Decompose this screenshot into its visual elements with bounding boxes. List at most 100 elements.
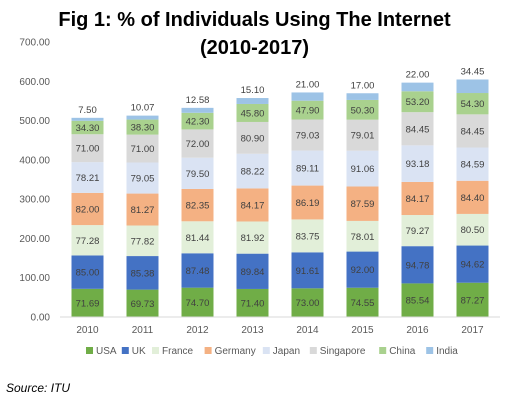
bar-japan-2015 — [346, 150, 379, 187]
legend-label-france: France — [162, 346, 194, 357]
legend-label-uk: UK — [132, 346, 146, 357]
bar-usa-2017 — [456, 282, 489, 317]
data-label-japan-2016: 93.18 — [406, 159, 430, 170]
y-tick-label: 100.00 — [19, 273, 50, 284]
x-tick-label: 2011 — [132, 325, 154, 336]
bar-india-2016 — [401, 82, 434, 92]
data-label-germany-2011: 81.27 — [131, 205, 155, 216]
data-label-india-2011: 10.07 — [131, 103, 155, 114]
legend-swatch-france — [152, 347, 159, 354]
data-labels-layer: 71.69 85.00 77.28 82.00 78.21 71.00 34.30 7.50 2… — [76, 66, 485, 336]
chart-title-line-2: (2010-2017) — [200, 37, 309, 59]
bar-india-2017 — [456, 79, 489, 94]
bar-usa-2011 — [126, 289, 159, 317]
bar-india-2015 — [346, 93, 379, 100]
bar-usa-2013 — [236, 288, 269, 317]
data-label-india-2014: 21.00 — [296, 79, 320, 90]
bar-japan-2014 — [291, 150, 324, 186]
data-label-china-2012: 42.30 — [186, 117, 210, 128]
data-label-germany-2016: 84.17 — [406, 194, 430, 205]
data-label-usa-2010: 71.69 — [76, 298, 100, 309]
legend-label-china: China — [389, 346, 416, 357]
bar-china-2010 — [71, 120, 104, 135]
y-tick-label: 300.00 — [19, 195, 50, 206]
bar-india-2013 — [236, 98, 269, 104]
data-label-japan-2017: 84.59 — [461, 160, 485, 171]
bar-japan-2010 — [71, 162, 104, 193]
bar-japan-2016 — [401, 145, 434, 182]
data-label-france-2012: 81.44 — [186, 233, 210, 244]
data-label-india-2017: 34.45 — [461, 66, 485, 77]
data-label-china-2010: 34.30 — [76, 123, 100, 134]
legend-label-singapore: Singapore — [320, 346, 366, 357]
legend-swatch-uk — [121, 347, 129, 354]
bar-china-2017 — [456, 93, 489, 115]
data-label-france-2016: 79.27 — [406, 226, 430, 237]
data-label-usa-2013: 71.40 — [241, 298, 265, 309]
data-label-france-2015: 78.01 — [351, 232, 375, 243]
chart-title-line-1: Fig 1: % of Individuals Using The Intern… — [58, 9, 451, 31]
data-label-singapore-2015: 79.01 — [351, 131, 375, 142]
data-label-japan-2013: 88.22 — [241, 167, 265, 178]
legend-swatch-china — [379, 347, 387, 354]
data-label-japan-2010: 78.21 — [76, 173, 100, 184]
bar-france-2015 — [346, 220, 379, 252]
data-label-france-2013: 81.92 — [241, 233, 265, 244]
bar-china-2012 — [181, 112, 214, 130]
data-label-china-2014: 47.90 — [296, 106, 320, 117]
data-label-india-2013: 15.10 — [241, 85, 265, 96]
bar-germany-2016 — [401, 181, 434, 216]
legend-swatch-germany — [204, 347, 212, 354]
legend-swatch-usa — [86, 347, 93, 354]
data-label-china-2016: 53.20 — [406, 97, 430, 108]
bar-japan-2013 — [236, 153, 269, 189]
x-tick-label: 2015 — [351, 325, 374, 336]
bar-uk-2010 — [71, 255, 104, 289]
legend-label-germany: Germany — [215, 346, 256, 357]
data-label-singapore-2013: 80.90 — [241, 133, 265, 144]
bar-india-2010 — [71, 117, 104, 121]
chart-frame: RESEARCH NESTER 71.69 85.00 77.28 82.00 78.21… — [19, 9, 500, 357]
bar-france-2016 — [401, 215, 434, 247]
data-label-japan-2015: 91.06 — [351, 164, 375, 175]
bar-singapore-2010 — [71, 134, 104, 163]
bar-japan-2011 — [126, 162, 159, 194]
bar-germany-2012 — [181, 188, 214, 222]
bar-singapore-2012 — [181, 129, 214, 158]
bar-france-2014 — [291, 219, 324, 253]
legend-label-japan: Japan — [273, 346, 300, 357]
data-label-singapore-2016: 84.45 — [406, 124, 430, 135]
data-label-india-2015: 17.00 — [351, 80, 375, 91]
bar-uk-2017 — [456, 245, 489, 283]
data-label-china-2011: 38.30 — [131, 123, 155, 134]
data-label-china-2013: 45.80 — [241, 108, 265, 119]
data-label-germany-2015: 87.59 — [351, 199, 375, 210]
bar-uk-2014 — [291, 252, 324, 289]
data-label-uk-2015: 92.00 — [351, 265, 375, 276]
data-label-germany-2014: 86.19 — [296, 198, 320, 209]
y-tick-label: 500.00 — [19, 116, 50, 127]
data-label-uk-2017: 94.62 — [461, 260, 485, 271]
data-label-uk-2010: 85.00 — [76, 268, 100, 279]
bar-singapore-2016 — [401, 112, 434, 146]
data-label-france-2014: 83.75 — [296, 231, 320, 242]
bar-india-2012 — [181, 107, 214, 113]
bar-singapore-2011 — [126, 134, 159, 163]
bar-france-2011 — [126, 225, 159, 257]
bar-china-2011 — [126, 119, 159, 135]
source-note: Source: ITU — [6, 381, 71, 395]
y-tick-label: 600.00 — [19, 77, 50, 88]
bar-japan-2012 — [181, 157, 214, 189]
bar-uk-2013 — [236, 253, 269, 289]
y-tick-label: 200.00 — [19, 234, 50, 245]
data-label-japan-2011: 79.05 — [131, 174, 155, 185]
x-tick-label: 2010 — [76, 325, 99, 336]
data-label-france-2017: 80.50 — [461, 225, 485, 236]
data-label-uk-2016: 94.78 — [406, 260, 430, 271]
data-label-germany-2010: 82.00 — [76, 204, 100, 215]
bar-uk-2012 — [181, 253, 214, 288]
bar-germany-2011 — [126, 193, 159, 226]
bar-china-2015 — [346, 99, 379, 120]
data-label-japan-2012: 79.50 — [186, 169, 210, 180]
data-label-singapore-2012: 72.00 — [186, 139, 210, 150]
